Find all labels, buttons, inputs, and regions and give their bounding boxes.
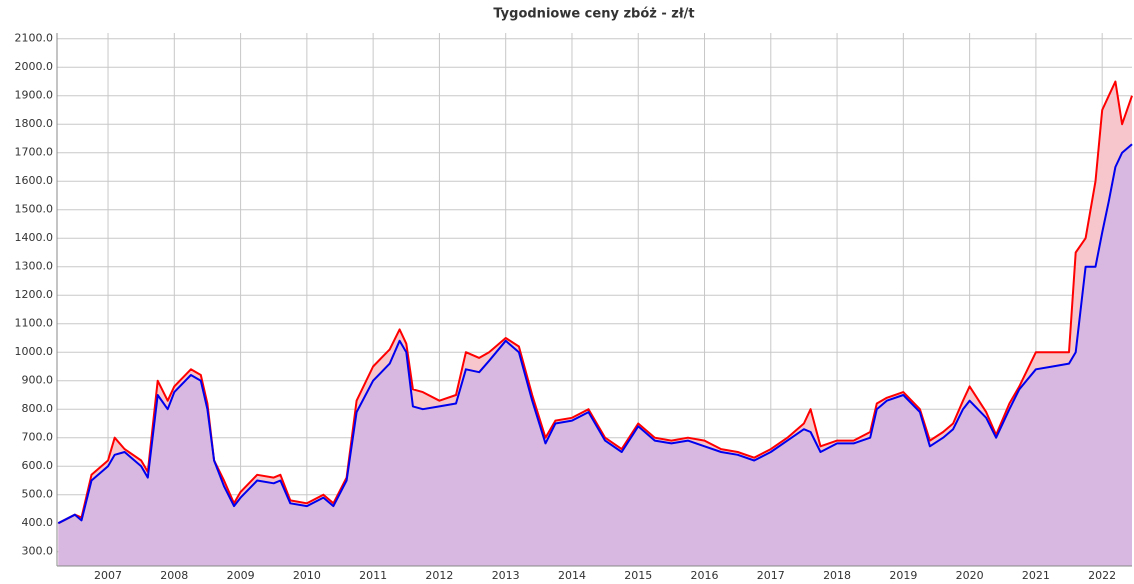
- x-tick-label: 2012: [425, 569, 453, 582]
- y-tick-label: 500.0: [22, 488, 54, 501]
- y-tick-label: 1900.0: [15, 89, 54, 102]
- x-tick-label: 2010: [293, 569, 321, 582]
- area: [58, 144, 1132, 566]
- y-tick-label: 800.0: [22, 402, 54, 415]
- y-tick-label: 700.0: [22, 431, 54, 444]
- x-tick-label: 2011: [359, 569, 387, 582]
- line: [57, 143, 1133, 525]
- x-tick-label: 2016: [691, 569, 719, 582]
- x-tick-label: 2013: [492, 569, 520, 582]
- y-tick-label: 1100.0: [15, 317, 54, 330]
- x-tick-label: 2008: [160, 569, 188, 582]
- y-tick-label: 1000.0: [15, 345, 54, 358]
- y-tick-label: 2100.0: [15, 32, 54, 45]
- x-tick-label: 2015: [624, 569, 652, 582]
- y-tick-label: 1500.0: [15, 203, 54, 216]
- y-tick-label: 600.0: [22, 459, 54, 472]
- y-tick-label: 1800.0: [15, 117, 54, 130]
- x-tick-label: 2021: [1022, 569, 1050, 582]
- y-tick-label: 2000.0: [15, 60, 54, 73]
- x-tick-label: 2017: [757, 569, 785, 582]
- y-tick-label: 1300.0: [15, 260, 54, 273]
- y-tick-label: 1700.0: [15, 146, 54, 159]
- x-tick-label: 2019: [889, 569, 917, 582]
- x-tick-label: 2014: [558, 569, 586, 582]
- y-tick-label: 300.0: [22, 545, 54, 558]
- x-tick-label: 2007: [94, 569, 122, 582]
- y-tick-label: 1600.0: [15, 174, 54, 187]
- y-tick-label: 400.0: [22, 516, 54, 529]
- y-tick-label: 1400.0: [15, 231, 54, 244]
- y-tick-label: 900.0: [22, 374, 54, 387]
- x-tick-label: 2018: [823, 569, 851, 582]
- x-tick-label: 2020: [956, 569, 984, 582]
- chart-title: Tygodniowe ceny zbóż - zł/t: [493, 7, 694, 22]
- x-tick-label: 2022: [1088, 569, 1116, 582]
- y-tick-label: 1200.0: [15, 288, 54, 301]
- x-tick-label: 2009: [227, 569, 255, 582]
